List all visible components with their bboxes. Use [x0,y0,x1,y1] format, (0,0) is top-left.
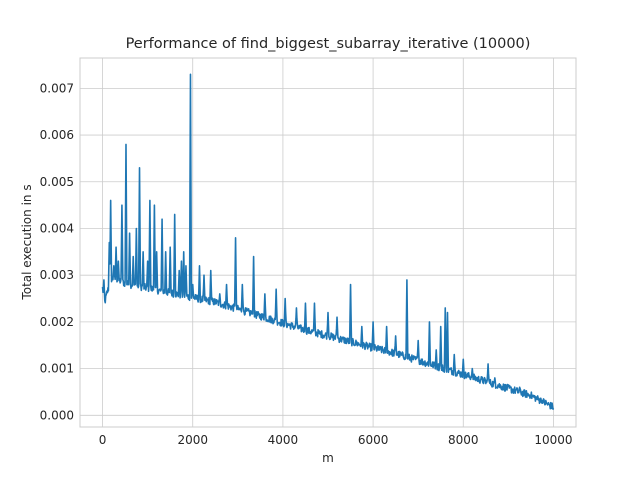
grid [80,58,576,427]
x-axis: 0 2000 4000 6000 8000 10000 [99,433,573,447]
plot-frame [79,57,577,428]
x-tick-label: 2000 [177,433,208,447]
x-tick-label: 0 [99,433,107,447]
y-tick-label: 0.002 [40,315,74,329]
chart-title: Performance of find_biggest_subarray_ite… [126,36,531,52]
y-tick-label: 0.003 [40,268,74,282]
y-tick-label: 0.000 [40,408,74,422]
x-tick-label: 4000 [268,433,299,447]
series-line [101,73,555,410]
x-tick-label: 8000 [448,433,479,447]
y-axis: 0.000 0.001 0.002 0.003 0.004 0.005 0.006 0.007 [40,81,74,422]
y-tick-label: 0.007 [40,81,74,95]
x-axis-label: m [322,451,334,465]
x-tick-label: 10000 [534,433,572,447]
y-tick-label: 0.004 [40,221,74,235]
x-tick-label: 6000 [358,433,389,447]
y-tick-label: 0.001 [40,362,74,376]
y-tick-label: 0.006 [40,128,74,142]
y-tick-label: 0.005 [40,175,74,189]
y-axis-label: Total execution in s [20,184,34,300]
series-layer [101,73,555,410]
